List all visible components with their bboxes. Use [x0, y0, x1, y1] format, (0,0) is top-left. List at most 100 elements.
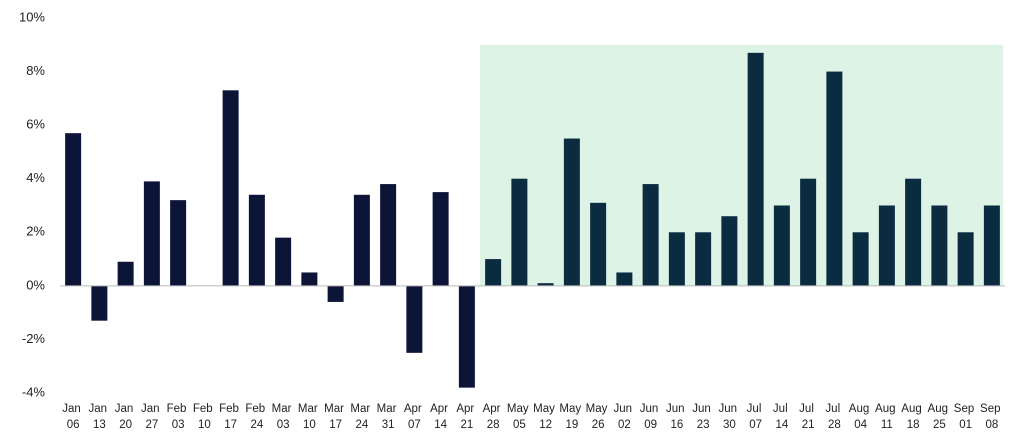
bar: [327, 285, 344, 302]
x-tick-label: Apr 14: [430, 403, 451, 431]
x-tick-label: Mar 24: [350, 403, 373, 431]
x-tick-label: Mar 10: [298, 403, 321, 431]
x-tick-label-line: 30: [723, 419, 736, 431]
x-tick-label-line: May: [507, 403, 532, 415]
bar: [563, 138, 580, 286]
bar: [143, 181, 160, 286]
bar: [826, 71, 843, 286]
x-tick-label: Aug 18: [901, 403, 925, 431]
x-tick-label-line: 18: [907, 419, 920, 431]
x-tick-label: Jul 14: [773, 403, 791, 431]
x-tick-label-line: 11: [881, 419, 893, 431]
x-tick-label: Jul 07: [747, 403, 765, 431]
x-tick-label-line: 07: [749, 419, 762, 431]
x-tick-label-line: Aug: [849, 403, 873, 415]
bar: [353, 194, 370, 286]
x-tick-label: Apr 21: [456, 403, 477, 431]
bar: [852, 232, 869, 286]
y-tick-label: 2%: [26, 224, 45, 239]
x-tick-label-line: 07: [408, 419, 421, 431]
bar: [432, 192, 449, 286]
x-tick-label-line: 12: [539, 419, 552, 431]
x-tick-label-line: Apr: [483, 403, 504, 415]
x-tick-label-line: Jun: [614, 403, 636, 415]
x-tick-label: Aug 25: [928, 403, 952, 431]
x-tick-label-line: Apr: [404, 403, 425, 415]
x-tick-label-line: Feb: [193, 403, 216, 415]
bar: [537, 283, 554, 286]
x-tick-label-line: Mar: [350, 403, 373, 415]
x-tick-label-line: Jun: [640, 403, 662, 415]
y-tick-label: -4%: [22, 384, 46, 399]
y-tick-label: 10%: [19, 9, 45, 24]
x-tick-label: Jun 16: [666, 403, 688, 431]
x-tick-label-line: May: [586, 403, 611, 415]
x-tick-label-line: Aug: [928, 403, 952, 415]
x-tick-label-line: 10: [303, 419, 316, 431]
x-tick-label-line: 06: [67, 419, 80, 431]
x-tick-label-line: Apr: [456, 403, 477, 415]
x-tick-label: Jul 28: [825, 403, 843, 431]
x-tick-label: Jan 13: [89, 403, 111, 431]
x-tick-label-line: 21: [460, 419, 473, 431]
bar: [616, 272, 633, 286]
x-tick-label-line: 03: [172, 419, 185, 431]
x-tick-label: May 05: [507, 403, 532, 431]
x-tick-label: Jul 21: [799, 403, 817, 431]
bar: [91, 285, 108, 321]
bar: [170, 200, 187, 286]
bar: [248, 194, 265, 286]
x-tick-label: Sep 01: [954, 403, 978, 431]
x-tick-label-line: Jul: [747, 403, 765, 415]
bar: [983, 205, 1000, 286]
x-tick-label-line: 28: [828, 419, 841, 431]
y-tick-label: -2%: [22, 331, 46, 346]
x-tick-label: Aug 11: [875, 403, 899, 431]
bar: [878, 205, 895, 286]
x-tick-label-line: 14: [434, 419, 447, 431]
x-tick-label-line: Jun: [719, 403, 741, 415]
x-tick-label-line: 10: [198, 419, 211, 431]
x-tick-label: Jan 27: [141, 403, 163, 431]
x-tick-label: Mar 31: [377, 403, 400, 431]
bar: [117, 261, 134, 286]
x-tick-label: May 26: [586, 403, 611, 431]
y-tick-label: 0%: [26, 277, 45, 292]
x-tick-label-line: 27: [145, 419, 158, 431]
x-tick-label-line: Mar: [298, 403, 321, 415]
bar: [642, 184, 659, 286]
x-tick-label-line: 08: [985, 419, 998, 431]
x-tick-label-line: Jul: [799, 403, 817, 415]
x-tick-label-line: 28: [487, 419, 500, 431]
x-tick-label-line: Mar: [272, 403, 295, 415]
x-tick-label-line: Jan: [89, 403, 111, 415]
x-tick-label-line: 13: [93, 419, 106, 431]
x-tick-label: Jun 09: [640, 403, 662, 431]
bar: [800, 178, 817, 286]
y-tick-label: 4%: [26, 170, 45, 185]
bar: [275, 237, 292, 286]
bar: [301, 272, 318, 286]
x-tick-label-line: Aug: [901, 403, 925, 415]
x-tick-label-line: Feb: [167, 403, 190, 415]
x-tick-label-line: Jan: [62, 403, 84, 415]
x-tick-label-line: 20: [119, 419, 132, 431]
x-tick-label: Feb 03: [167, 403, 190, 431]
x-tick-label-line: 24: [355, 419, 368, 431]
bar: [511, 178, 528, 286]
x-tick-label-line: 17: [224, 419, 237, 431]
bar: [747, 52, 764, 286]
bar: [590, 202, 607, 286]
x-tick-label-line: Apr: [430, 403, 451, 415]
x-tick-label-line: May: [533, 403, 558, 415]
x-tick-label: May 19: [559, 403, 584, 431]
x-tick-label: Jan 06: [62, 403, 84, 431]
x-tick-label-line: 25: [933, 419, 946, 431]
x-tick-label-line: Feb: [245, 403, 268, 415]
x-tick-label: Feb 10: [193, 403, 216, 431]
x-tick-label-line: Mar: [377, 403, 400, 415]
x-tick-label-line: Sep: [980, 403, 1004, 415]
bar: [721, 216, 738, 286]
bar: [485, 259, 502, 286]
